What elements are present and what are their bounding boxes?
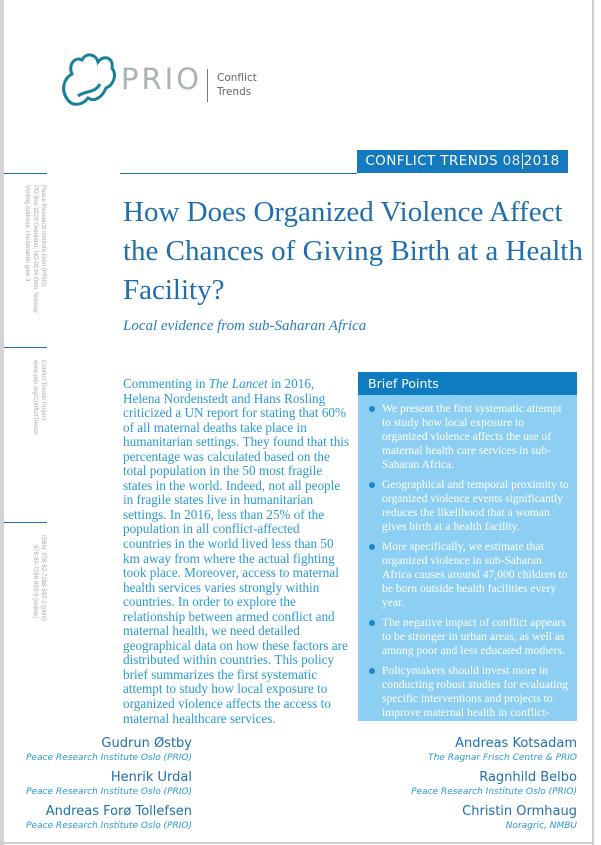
brief-point-text: We present the first systematic attempt … [382, 402, 562, 471]
brief-point-text: The negative impact of conflict appears … [382, 616, 566, 657]
brief-point-text: Policymakers should invest more in condu… [382, 664, 569, 733]
brief-point: Geographical and temporal proximity to o… [369, 478, 571, 534]
author: Henrik Urdal Peace Research Institute Osl… [26, 770, 192, 798]
author-name: Henrik Urdal [110, 770, 192, 785]
brief-point: The negative impact of conflict appears … [369, 616, 571, 658]
intro-text: in 2016, Helena Nordenstedt and Hans Ros… [123, 376, 350, 726]
bullet-icon [369, 620, 375, 626]
logo-wordmark: PRIO [121, 62, 203, 96]
bullet-icon [369, 406, 375, 412]
brief-points-box: Brief Points We present the first system… [358, 372, 577, 733]
address-line: Visiting Address: Hausmanns gate 3 [24, 185, 30, 282]
sidebar-address: Peace Research Institute Oslo (PRIO) PO … [23, 185, 47, 313]
intro-paragraph: Commenting in The Lancet in 2016, Helena… [123, 376, 351, 726]
page-subtitle: Local evidence from sub-Saharan Africa [123, 318, 367, 334]
author-affiliation: Peace Research Institute Oslo (PRIO) [26, 753, 192, 763]
issue-year: 2018 [521, 153, 560, 169]
author: Gudrun Østby Peace Research Institute Osl… [26, 736, 192, 764]
logo-subtitle: Conflict Trends [217, 71, 257, 99]
sidebar-rule [4, 173, 47, 174]
author: Christin Ormhaug Noragric, NMBU [462, 804, 577, 832]
brief-point: More specifically, we estimate that orga… [369, 540, 571, 610]
author-affiliation: Noragric, NMBU [505, 821, 577, 831]
page-border-right [592, 0, 594, 845]
bullet-icon [369, 668, 375, 674]
author-affiliation: Peace Research Institute Oslo (PRIO) [411, 787, 577, 797]
address-line: PO Box 9229 Grønland, NO-0134 Oslo, Norw… [32, 185, 38, 313]
issue-number: 08 [502, 153, 521, 169]
left-edge [0, 0, 4, 845]
logo-divider [207, 69, 208, 102]
logo-subtitle-line: Conflict [217, 72, 257, 84]
author: Andreas Kotsadam The Ragnar Frisch Centre… [428, 736, 577, 764]
project-url: www.prio.org/ConflictTrends [32, 360, 38, 435]
sidebar-project: Conflict Trends Project www.prio.org/Con… [31, 360, 47, 435]
brief-point: Policymakers should invest more in condu… [369, 664, 571, 734]
author-name: Ragnhild Belbo [479, 770, 577, 785]
author-affiliation: Peace Research Institute Oslo (PRIO) [26, 821, 192, 831]
author: Andreas Forø Tollefsen Peace Research Ins… [26, 804, 192, 832]
author-affiliation: Peace Research Institute Oslo (PRIO) [26, 787, 192, 797]
page-border-bottom [0, 842, 594, 844]
brief-point-text: More specifically, we estimate that orga… [382, 540, 568, 609]
author-affiliation: The Ragnar Frisch Centre & PRIO [428, 753, 577, 763]
author-name: Andreas Kotsadam [455, 736, 577, 751]
sidebar-rule [4, 347, 47, 348]
banner-rule [120, 173, 357, 174]
project-line: Conflict Trends Project [40, 360, 46, 421]
intro-text: Commenting in [123, 376, 209, 391]
author: Ragnhild Belbo Peace Research Institute O… [411, 770, 577, 798]
bullet-icon [369, 482, 375, 488]
bullet-icon [369, 544, 375, 550]
page-title: How Does Organized Violence Affect the C… [123, 196, 583, 306]
logo-subtitle-line: Trends [217, 86, 252, 98]
brief-points-heading: Brief Points [358, 372, 577, 395]
prio-logo-icon [62, 53, 116, 106]
sidebar-isbn: ISBN: 978-82-7288-892-2 (print) 978-82-7… [31, 535, 47, 621]
series-banner: CONFLICT TRENDS 08 2018 [357, 150, 568, 173]
isbn-line: ISBN: 978-82-7288-892-2 (print) [40, 535, 46, 622]
address-line: Peace Research Institute Oslo (PRIO) [40, 185, 46, 287]
author-name: Andreas Forø Tollefsen [45, 804, 192, 819]
journal-name: The Lancet [208, 376, 268, 391]
isbn-line: 978-82-7288-893-9 (online) [32, 545, 38, 619]
brief-point-text: Geographical and temporal proximity to o… [382, 478, 569, 533]
series-name: CONFLICT TRENDS [365, 153, 498, 169]
sidebar-rule [4, 522, 47, 523]
brief-point: We present the first systematic attempt … [369, 402, 571, 472]
author-name: Christin Ormhaug [462, 804, 577, 819]
author-name: Gudrun Østby [101, 736, 192, 751]
